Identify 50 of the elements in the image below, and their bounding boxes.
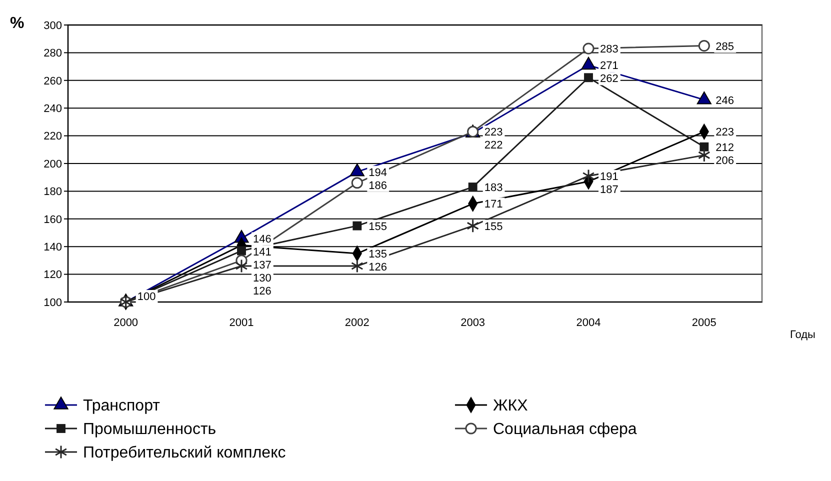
y-tick-label: 300	[44, 20, 62, 32]
data-label: 155	[484, 220, 503, 233]
data-label: 212	[716, 142, 734, 154]
data-label: 271	[600, 60, 618, 72]
x-axis-title: Годы	[790, 329, 816, 341]
data-label: 130	[253, 272, 272, 284]
data-label: 194	[368, 166, 388, 179]
data-label: 141	[253, 246, 272, 258]
data-label: 135	[368, 248, 388, 261]
y-tick-label: 200	[44, 158, 62, 170]
data-label: 126	[253, 285, 272, 298]
y-tick-label: 120	[44, 269, 62, 282]
data-label: 223	[484, 126, 503, 139]
y-tick-label: 220	[44, 130, 62, 143]
x-tick-label: 2005	[692, 317, 716, 329]
data-label: 137	[253, 259, 272, 272]
legend-label: Промышленность	[83, 421, 216, 438]
data-label: 100	[137, 291, 156, 303]
data-label: 206	[716, 154, 734, 167]
y-tick-label: 100	[44, 296, 62, 309]
legend-label: Потребительский комплекс	[83, 444, 286, 462]
y-axis-title: %	[10, 15, 24, 32]
data-label: 146	[253, 233, 272, 246]
data-label: 222	[484, 140, 503, 152]
data-label: 171	[484, 198, 503, 211]
data-label: 187	[600, 184, 618, 196]
data-label: 262	[600, 73, 618, 86]
x-tick-label: 2002	[344, 317, 370, 329]
legend-label: Транспорт	[83, 398, 161, 415]
data-label: 126	[368, 262, 388, 274]
y-tick-label: 260	[44, 75, 62, 88]
x-tick-label: 2003	[460, 317, 486, 329]
data-label: 191	[600, 170, 618, 183]
y-tick-label: 280	[44, 48, 62, 60]
data-label: 285	[716, 40, 734, 53]
data-label: 186	[368, 180, 388, 192]
data-label: 223	[716, 126, 734, 139]
x-tick-label: 2004	[576, 317, 601, 329]
data-label: 183	[484, 182, 503, 194]
x-tick-label: 2001	[229, 317, 254, 329]
y-tick-label: 160	[44, 214, 62, 226]
y-tick-label: 180	[44, 186, 62, 198]
legend-label: ЖКХ	[493, 398, 528, 415]
legend-label: Социальная сфера	[493, 421, 637, 438]
y-tick-label: 240	[44, 102, 62, 115]
data-label: 283	[600, 44, 618, 56]
x-tick-label: 2000	[114, 317, 138, 329]
data-label: 246	[716, 94, 734, 107]
y-tick-label: 140	[44, 241, 62, 254]
data-label: 155	[368, 220, 388, 233]
